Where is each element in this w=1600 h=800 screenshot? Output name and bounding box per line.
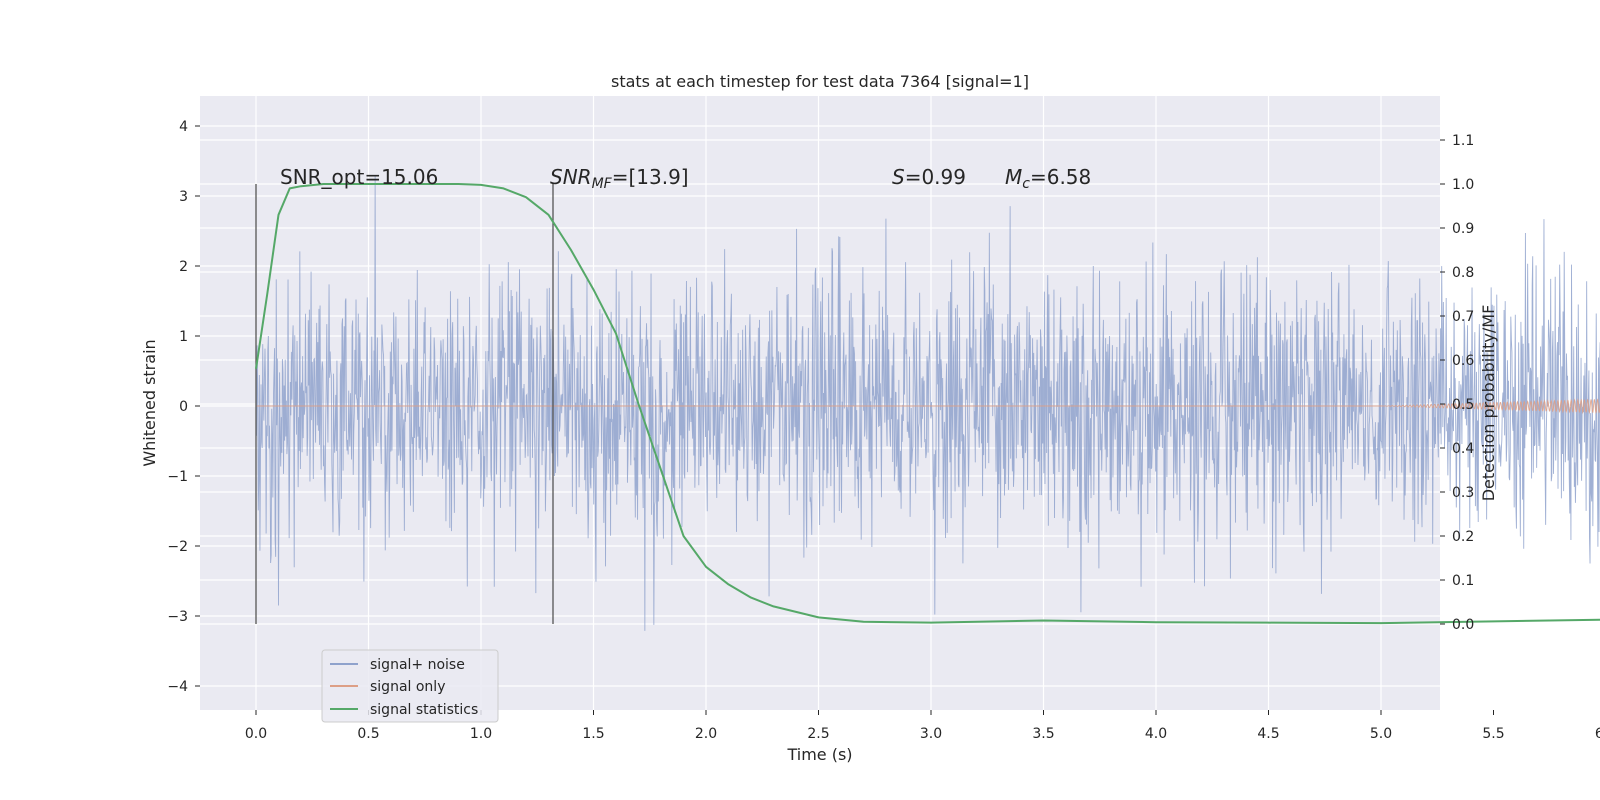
y-right-tick-label: 0.8 <box>1452 265 1474 281</box>
y-right-tick-label: 0.4 <box>1452 441 1474 457</box>
y-tick-label: 2 <box>179 259 188 275</box>
annotation-snr-mf: SNRMF=[13.9] <box>550 165 689 192</box>
annotation-snr-mf-label: SNR <box>550 165 592 189</box>
annotation-snr-mf-sub: MF <box>592 176 613 192</box>
y-right-axis-ticks: 1.1 1.0 0.9 0.8 0.7 0.6 0.5 0.4 0.3 0.2 0.1 0.0 <box>1440 133 1474 633</box>
annotation-s-value: =0.99 <box>905 165 966 189</box>
y-right-tick-label: 1.1 <box>1452 133 1474 149</box>
y-right-tick-label: 0.9 <box>1452 221 1474 237</box>
x-tick-label: 5.5 <box>1482 726 1504 742</box>
annotation-mc-value: =6.58 <box>1030 165 1091 189</box>
y-tick-label: −4 <box>167 679 188 695</box>
y-right-tick-label: 0.1 <box>1452 573 1474 589</box>
y-tick-label: 1 <box>179 329 188 345</box>
x-tick-label: 1.0 <box>470 726 492 742</box>
legend: signal+ noise signal only signal statist… <box>321 649 499 723</box>
chart-title: stats at each timestep for test data 736… <box>611 72 1029 91</box>
annotation-snr-mf-value: =[13.9] <box>612 165 689 189</box>
x-tick-label: 0.0 <box>245 726 267 742</box>
annotation-mc-sub: c <box>1022 176 1030 192</box>
series-signal-noise <box>255 175 1600 631</box>
x-tick-label: 6.0 <box>1595 726 1600 742</box>
legend-label-signal-only: signal only <box>370 679 445 695</box>
legend-label-signal-noise: signal+ noise <box>370 657 465 673</box>
legend-box <box>321 649 499 723</box>
y-tick-label: 4 <box>179 119 188 135</box>
y-tick-label: −3 <box>167 609 188 625</box>
x-tick-label: 1.5 <box>582 726 604 742</box>
x-tick-label: 0.5 <box>357 726 379 742</box>
x-tick-label: 2.0 <box>695 726 717 742</box>
series-signal-statistics <box>255 183 1600 625</box>
annotation-mc-label: M <box>1005 165 1022 189</box>
series-signal-only <box>256 398 1600 414</box>
y-tick-label: 3 <box>179 189 188 205</box>
y-right-tick-label: 0.5 <box>1452 397 1474 413</box>
y-tick-label: −1 <box>167 469 188 485</box>
x-axis-label: Time (s) <box>786 745 852 764</box>
x-tick-label: 3.5 <box>1032 726 1054 742</box>
annotation-mc: Mc=6.58 <box>1005 165 1091 192</box>
x-tick-label: 4.0 <box>1145 726 1167 742</box>
x-tick-label: 4.5 <box>1257 726 1279 742</box>
y-axis-ticks: 4 3 2 1 0 −1 −2 −3 −4 <box>167 119 200 695</box>
y-right-tick-label: 0.6 <box>1452 353 1474 369</box>
x-tick-label: 3.0 <box>920 726 942 742</box>
x-tick-label: 5.0 <box>1370 726 1392 742</box>
line-signal-noise <box>255 175 1600 631</box>
legend-label-signal-statistics: signal statistics <box>370 702 478 718</box>
y-right-tick-label: 0.0 <box>1452 617 1474 633</box>
annotation-s: S=0.99 <box>892 165 966 189</box>
vertical-markers <box>255 184 554 624</box>
x-tick-label: 2.5 <box>807 726 829 742</box>
line-signal-statistics <box>255 183 1600 625</box>
line-signal-only <box>256 398 1600 414</box>
y-right-tick-label: 0.3 <box>1452 485 1474 501</box>
y-tick-label: −2 <box>167 539 188 555</box>
y-right-axis-label: Detection probability/MF <box>1479 305 1498 502</box>
y-tick-label: 0 <box>179 399 188 415</box>
annotation-snr-opt: SNR_opt=15.06 <box>280 165 438 189</box>
y-right-tick-label: 0.7 <box>1452 309 1474 325</box>
annotation-s-label: S <box>892 165 905 189</box>
y-axis-label: Whitened strain <box>140 339 159 466</box>
x-axis-ticks: 0.00.51.01.52.02.53.03.54.04.55.05.56.06… <box>245 710 1600 742</box>
y-right-tick-label: 1.0 <box>1452 177 1474 193</box>
y-right-tick-label: 0.2 <box>1452 529 1474 545</box>
